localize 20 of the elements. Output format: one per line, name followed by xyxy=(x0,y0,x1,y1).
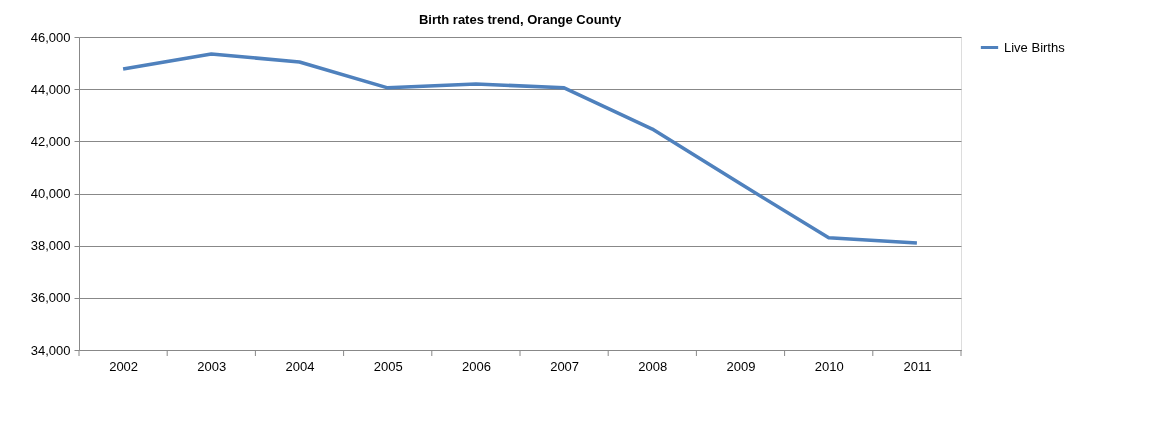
line-series xyxy=(121,52,919,245)
x-tick-label: 2005 xyxy=(373,358,403,374)
x-tick-label: 2006 xyxy=(461,358,491,374)
x-tick-label: 2007 xyxy=(550,358,580,374)
x-tick-label: 2003 xyxy=(197,358,227,374)
legend-label: Live Births xyxy=(1004,39,1066,55)
y-tick-label: 40,000 xyxy=(30,186,71,201)
x-tick-label: 2008 xyxy=(638,358,668,374)
y-tick-label: 38,000 xyxy=(30,238,71,254)
y-tick-label: 34,000 xyxy=(30,342,71,358)
y-tick-label: 36,000 xyxy=(30,290,71,306)
y-tick-label: 42,000 xyxy=(30,133,71,149)
y-tick-label: 46,000 xyxy=(30,29,71,45)
x-tick-label: 2011 xyxy=(903,358,932,374)
x-tick-label: 2009 xyxy=(726,358,756,374)
x-tick-label: 2010 xyxy=(814,358,844,374)
chart-title: Birth rates trend, Orange County xyxy=(418,12,622,27)
y-tick-label: 44,000 xyxy=(30,81,71,97)
x-tick-label: 2002 xyxy=(109,358,139,374)
x-tick-label: 2004 xyxy=(285,358,315,374)
